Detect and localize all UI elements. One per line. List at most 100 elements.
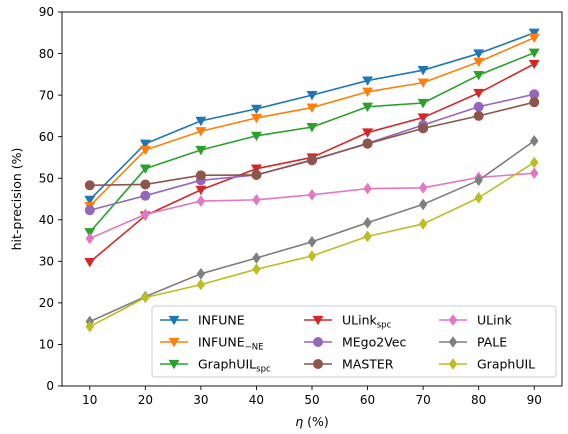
data-point <box>196 268 206 280</box>
legend-label: INFUNE−NE <box>198 335 263 353</box>
data-point <box>362 102 374 112</box>
legend-marker <box>168 359 180 370</box>
data-point <box>363 216 372 229</box>
data-point <box>418 218 428 230</box>
data-point <box>195 185 207 196</box>
legend-label-main: ULink <box>477 313 513 328</box>
data-point <box>474 174 483 187</box>
plot-area <box>84 28 540 333</box>
y-tick-label: 90 <box>39 5 54 19</box>
data-point <box>196 195 206 207</box>
x-tick-label: 60 <box>360 393 375 407</box>
data-point <box>195 127 207 137</box>
series-master <box>84 97 540 191</box>
data-point <box>250 104 262 115</box>
data-point <box>362 128 374 138</box>
data-point <box>417 113 429 123</box>
data-point <box>84 205 95 216</box>
legend-label-main: PALE <box>477 335 507 350</box>
legend-label: PALE <box>477 335 507 350</box>
y-tick-label: 0 <box>46 379 54 393</box>
data-point <box>141 291 150 304</box>
data-point <box>140 179 151 190</box>
data-point <box>363 182 372 195</box>
data-point <box>530 135 539 147</box>
x-tick-label: 70 <box>415 393 430 407</box>
data-point <box>362 138 373 149</box>
data-point <box>473 110 484 121</box>
data-point <box>529 97 540 108</box>
data-point <box>195 116 207 127</box>
y-axis-label: hit-precision (%) <box>9 148 24 251</box>
data-point <box>362 87 374 98</box>
data-point <box>252 252 261 264</box>
data-point <box>252 194 261 206</box>
data-point <box>195 145 207 156</box>
data-point <box>418 123 429 134</box>
legend-item: PALE <box>439 335 507 350</box>
data-point <box>307 250 317 262</box>
legend-item: ULinkspc <box>304 313 392 331</box>
x-tick-label: 30 <box>193 393 208 407</box>
y-tick-label: 70 <box>39 88 54 102</box>
data-point <box>307 189 317 201</box>
data-point <box>306 122 318 133</box>
data-point <box>84 180 95 191</box>
data-point <box>139 145 151 156</box>
data-point <box>530 167 539 180</box>
x-axis-label-unit: (%) <box>303 414 329 429</box>
data-point <box>473 57 485 68</box>
legend-label: ULink <box>477 313 513 328</box>
data-point <box>473 88 485 99</box>
legend-marker <box>168 315 180 326</box>
legend-marker <box>312 315 324 326</box>
data-point <box>528 28 540 39</box>
legend-label-main: MEgo2Vec <box>342 335 406 350</box>
data-point <box>530 156 539 169</box>
data-point <box>418 181 428 194</box>
data-point <box>84 258 96 268</box>
data-point <box>85 320 94 333</box>
legend-marker <box>448 314 458 326</box>
data-point <box>528 48 540 58</box>
data-point <box>140 190 151 201</box>
legend-marker <box>313 337 323 347</box>
data-point <box>417 78 429 88</box>
x-tick-label: 80 <box>471 393 486 407</box>
legend-marker <box>448 358 458 370</box>
legend: INFUNEINFUNE−NEGraphUILspcULinkspcMEgo2V… <box>151 305 557 378</box>
data-point <box>306 103 318 113</box>
y-tick-label: 40 <box>39 213 54 227</box>
data-point <box>307 154 317 165</box>
series-graphuil <box>85 156 539 333</box>
axes: 10 20 30 40 50 60 70 80 90 0 10 20 30 40 50 60 70 80 90 <box>39 5 563 407</box>
legend-label: INFUNE <box>198 313 245 328</box>
series-infune-ne <box>84 33 540 212</box>
data-point <box>307 236 317 248</box>
legend-label-main: GraphUIL <box>477 357 535 372</box>
x-tick-label: 20 <box>138 393 153 407</box>
legend-label-main: ULink <box>342 313 378 328</box>
x-axis-label-symbol: η <box>295 414 303 429</box>
data-point <box>251 169 262 180</box>
data-point <box>196 278 206 291</box>
x-tick-label: 90 <box>527 393 542 407</box>
legend-label-main: MASTER <box>342 357 394 372</box>
legend-item: INFUNE <box>160 313 245 328</box>
legend-item: GraphUIL <box>439 357 535 372</box>
x-tick-label: 50 <box>304 393 319 407</box>
data-point <box>473 71 485 81</box>
x-tick-label: 40 <box>249 393 264 407</box>
legend-label: GraphUIL <box>477 357 535 372</box>
data-point <box>417 66 429 76</box>
legend-label-main: INFUNE <box>198 335 245 350</box>
data-point <box>84 195 96 206</box>
x-axis-label: η (%) <box>295 414 329 429</box>
data-point <box>529 89 540 100</box>
data-point <box>139 164 151 174</box>
data-point <box>362 76 374 86</box>
data-point <box>474 191 483 204</box>
y-tick-label: 10 <box>39 338 54 352</box>
legend-item: MASTER <box>304 357 394 372</box>
